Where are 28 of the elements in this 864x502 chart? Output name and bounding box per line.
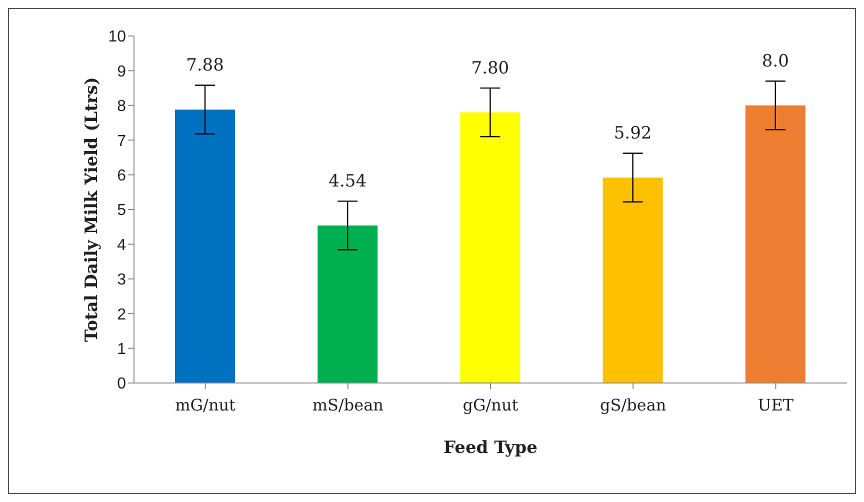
bar xyxy=(745,105,806,383)
data-label: 8.0 xyxy=(762,51,789,72)
data-label: 7.80 xyxy=(471,58,510,78)
y-tick-label: 6 xyxy=(117,167,126,184)
x-tick-label: mS/bean xyxy=(312,395,384,414)
y-tick-label: 9 xyxy=(117,63,126,80)
x-tick-label: UET xyxy=(758,395,794,414)
y-tick-label: 5 xyxy=(117,202,126,220)
x-tick-label: mG/nut xyxy=(175,395,236,414)
y-tick-label: 2 xyxy=(117,306,126,324)
data-label: 7.88 xyxy=(186,55,224,76)
y-tick-label: 8 xyxy=(117,98,126,116)
y-tick-label: 0 xyxy=(117,376,126,393)
y-tick-label: 10 xyxy=(108,28,126,46)
y-axis-title: Total Daily Milk Yield (Ltrs) xyxy=(82,77,102,342)
bar xyxy=(602,178,663,383)
bar xyxy=(175,110,235,383)
bar xyxy=(318,225,378,383)
x-tick-label: gS/bean xyxy=(600,395,666,414)
data-label: 4.54 xyxy=(328,171,367,192)
y-tick-label: 3 xyxy=(117,272,126,289)
x-tick-label: gG/nut xyxy=(462,395,519,414)
x-axis-title: Feed Type xyxy=(444,438,538,458)
y-tick-label: 7 xyxy=(117,132,126,150)
y-tick-label: 1 xyxy=(117,340,126,358)
bar xyxy=(460,112,520,383)
y-tick-label: 4 xyxy=(117,236,126,254)
data-label: 5.92 xyxy=(614,123,652,144)
